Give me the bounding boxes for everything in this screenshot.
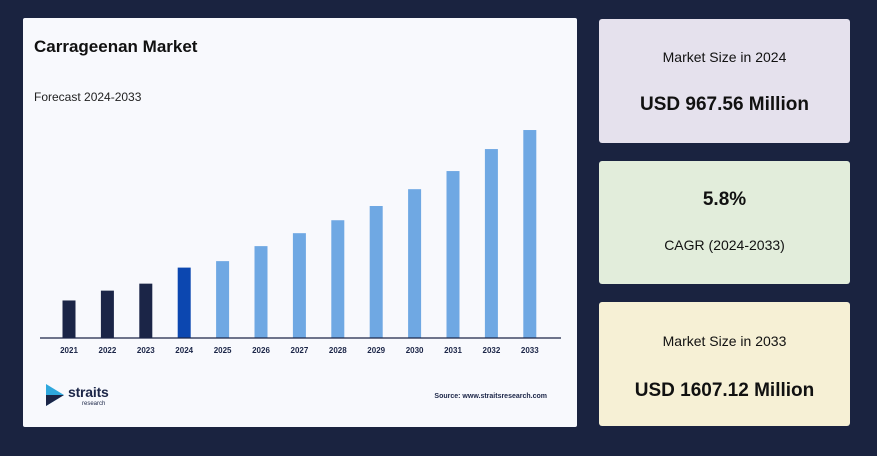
source-note: Source: www.straitsresearch.com (434, 393, 547, 400)
straits-logo: straits research (44, 382, 134, 410)
market-size-2033-label: Market Size in 2033 (662, 333, 787, 349)
market-size-2024-label: Market Size in 2024 (662, 49, 787, 65)
bar-2023 (139, 283, 153, 338)
cagr-value: 5.8% (702, 189, 747, 210)
bar-2027 (292, 233, 306, 338)
bar-2021 (62, 300, 76, 338)
x-tick-label: 2031 (444, 346, 462, 355)
chart-subtitle: Forecast 2024-2033 (34, 90, 142, 104)
x-tick-label: 2022 (99, 346, 117, 355)
straits-logo-icon (46, 384, 64, 406)
market-size-2033-value: USD 1607.12 Million (634, 380, 815, 401)
bar-2030 (408, 189, 422, 338)
bar-chart: 2021 2022 2023 2024 2025 2026 2027 2028 2029 2030… (40, 130, 561, 355)
bar-2033 (523, 130, 537, 338)
x-tick-label: 2025 (214, 346, 232, 355)
x-tick-label: 2021 (60, 346, 78, 355)
chart-title: Carrageenan Market (34, 37, 198, 56)
market-size-2024-value: USD 967.56 Million (640, 94, 809, 115)
bar-2026 (254, 246, 268, 338)
logo-subtext: research (82, 401, 106, 407)
x-tick-label: 2030 (406, 346, 424, 355)
x-tick-label: 2033 (521, 346, 539, 355)
x-tick-label: 2027 (291, 346, 309, 355)
logo-text: straits (68, 384, 109, 400)
x-tick-label: 2029 (367, 346, 385, 355)
bar-2032 (484, 149, 498, 338)
bar-2022 (100, 290, 114, 338)
bar-2028 (331, 220, 345, 338)
market-size-2024-card: Market Size in 2024 USD 967.56 Million (599, 19, 850, 143)
x-tick-label: 2028 (329, 346, 347, 355)
x-tick-label: 2024 (175, 346, 193, 355)
bar-2029 (369, 206, 383, 338)
bar-2031 (446, 171, 460, 338)
bar-2024 (177, 267, 191, 338)
x-tick-label: 2023 (137, 346, 155, 355)
chart-panel: Carrageenan Market Forecast 2024-2033 20… (23, 18, 577, 427)
cagr-label: CAGR (2024-2033) (664, 237, 785, 253)
x-tick-label: 2032 (483, 346, 501, 355)
cagr-card: 5.8% CAGR (2024-2033) (599, 161, 850, 284)
x-tick-label: 2026 (252, 346, 270, 355)
market-size-2033-card: Market Size in 2033 USD 1607.12 Million (599, 302, 850, 426)
bar-2025 (216, 261, 230, 338)
